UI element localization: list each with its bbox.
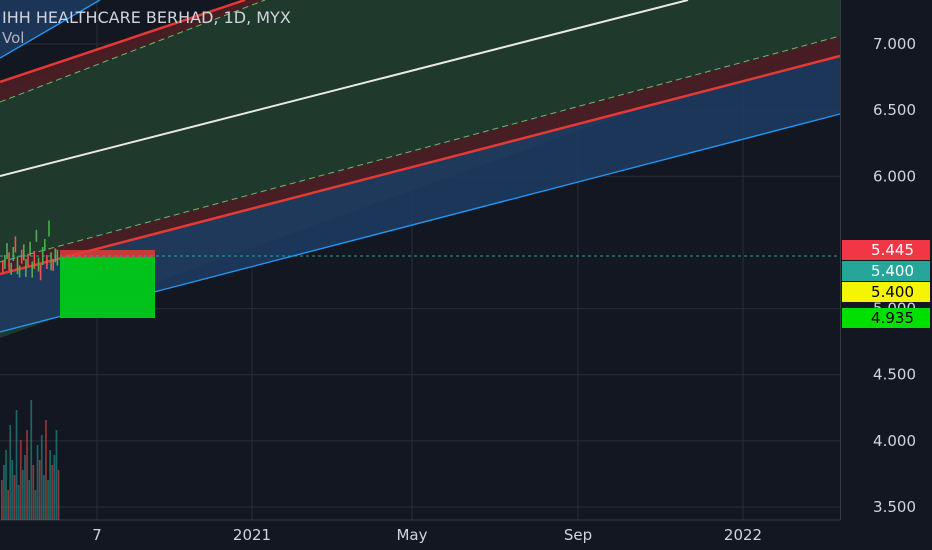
price-tag-bg xyxy=(842,282,930,302)
volume-bar xyxy=(17,485,20,520)
candle xyxy=(8,252,10,271)
y-tick-label: 4.000 xyxy=(873,432,916,450)
volume-bar xyxy=(13,475,16,520)
volume-bar xyxy=(26,430,28,520)
price-tag-bg xyxy=(842,308,930,328)
volume-bar xyxy=(57,470,60,520)
candle xyxy=(46,254,48,269)
price-tag: 5.400 xyxy=(842,261,930,281)
price-tag: 5.445 xyxy=(842,240,930,260)
x-tick-label: Sep xyxy=(564,526,592,544)
volume-bar xyxy=(55,430,58,520)
volume-bar xyxy=(53,455,56,520)
candle xyxy=(16,256,19,275)
x-tick-label: 2021 xyxy=(233,526,271,544)
candle xyxy=(4,254,6,269)
candle xyxy=(6,243,8,260)
candle xyxy=(54,248,57,263)
symbol-title: IHH HEALTHCARE BERHAD, 1D, MYX xyxy=(2,8,291,27)
candle xyxy=(18,265,21,278)
candle xyxy=(20,249,23,264)
candle xyxy=(50,252,52,271)
channel-green-overlay xyxy=(0,0,840,262)
volume-bar xyxy=(45,420,47,520)
volume-bar xyxy=(47,480,49,520)
y-tick-label: 7.000 xyxy=(873,35,916,53)
candle xyxy=(29,241,31,256)
candle xyxy=(33,250,36,269)
y-tick-label: 3.500 xyxy=(873,498,916,516)
volume-bar xyxy=(7,490,9,520)
price-tag: 5.400 xyxy=(842,282,930,302)
price-tag-label: 5.400 xyxy=(871,262,914,280)
candle xyxy=(23,244,25,261)
volume-bar xyxy=(34,490,37,520)
y-tick-label: 4.500 xyxy=(873,366,916,384)
volume-bar xyxy=(30,400,33,520)
volume-bar xyxy=(1,480,3,520)
volume-bar xyxy=(9,425,12,520)
volume-bar xyxy=(49,450,51,520)
channel-line-green-dashed-bottom xyxy=(0,35,841,263)
price-tags: 5.445 5.400 5.400 4.935 xyxy=(842,240,930,328)
target-box-green[interactable] xyxy=(60,257,155,318)
channel-line-red-bottom xyxy=(0,54,841,276)
volume-bar xyxy=(32,465,35,520)
volume-bar xyxy=(24,455,26,520)
price-tag-label: 4.935 xyxy=(871,309,914,327)
channel-line-green-dashed-top xyxy=(0,0,266,103)
volume-bar xyxy=(3,465,5,520)
candle xyxy=(52,258,54,271)
price-axis-separator xyxy=(840,0,841,520)
volume-bar xyxy=(43,475,45,520)
candle xyxy=(12,247,15,262)
risk-box-red[interactable] xyxy=(60,250,155,258)
volume-bar xyxy=(36,445,39,520)
volume-indicator-label: Vol xyxy=(2,29,25,47)
volume-bar xyxy=(40,435,43,520)
candle xyxy=(25,258,27,277)
price-tag-label: 5.445 xyxy=(871,241,914,259)
candle xyxy=(41,247,44,266)
candle xyxy=(27,253,29,266)
x-tick-label: 7 xyxy=(92,526,102,544)
volume-bar xyxy=(38,460,41,520)
volume-bar xyxy=(22,470,24,520)
candle xyxy=(2,260,4,273)
candle xyxy=(35,229,38,242)
y-tick-label: 6.500 xyxy=(873,101,916,119)
channel-line-red-top xyxy=(0,0,246,84)
candle xyxy=(56,249,59,266)
volume-bar xyxy=(15,410,18,520)
chart-legend: IHH HEALTHCARE BERHAD, 1D, MYX Vol xyxy=(2,8,291,48)
channel-line-blue-top xyxy=(0,0,101,59)
candle xyxy=(10,262,12,275)
candle xyxy=(37,257,40,272)
candle xyxy=(31,261,33,278)
channel-red-band-bottom xyxy=(0,36,840,274)
price-tag-bg xyxy=(842,261,930,281)
channel-lower-blue-zone xyxy=(0,53,840,332)
y-tick-label: 6.000 xyxy=(873,167,916,185)
candle xyxy=(44,239,46,252)
volume-bar xyxy=(51,465,54,520)
candle xyxy=(48,220,50,237)
time-axis[interactable]: 7 2021 May Sep 2022 xyxy=(92,526,762,544)
volume-bar xyxy=(5,450,7,520)
candle xyxy=(14,236,17,253)
price-tag: 4.935 xyxy=(842,308,930,328)
volume-bar xyxy=(19,440,22,520)
x-tick-label: May xyxy=(396,526,427,544)
candle xyxy=(39,264,42,281)
price-tag-label: 5.400 xyxy=(871,283,914,301)
volume-bar xyxy=(11,460,14,520)
channel-line-white-median xyxy=(0,0,689,177)
price-candles xyxy=(2,220,59,281)
x-tick-label: 2022 xyxy=(724,526,762,544)
volume-bars xyxy=(1,400,60,520)
price-tag-bg xyxy=(842,240,930,260)
volume-bar xyxy=(28,480,30,520)
